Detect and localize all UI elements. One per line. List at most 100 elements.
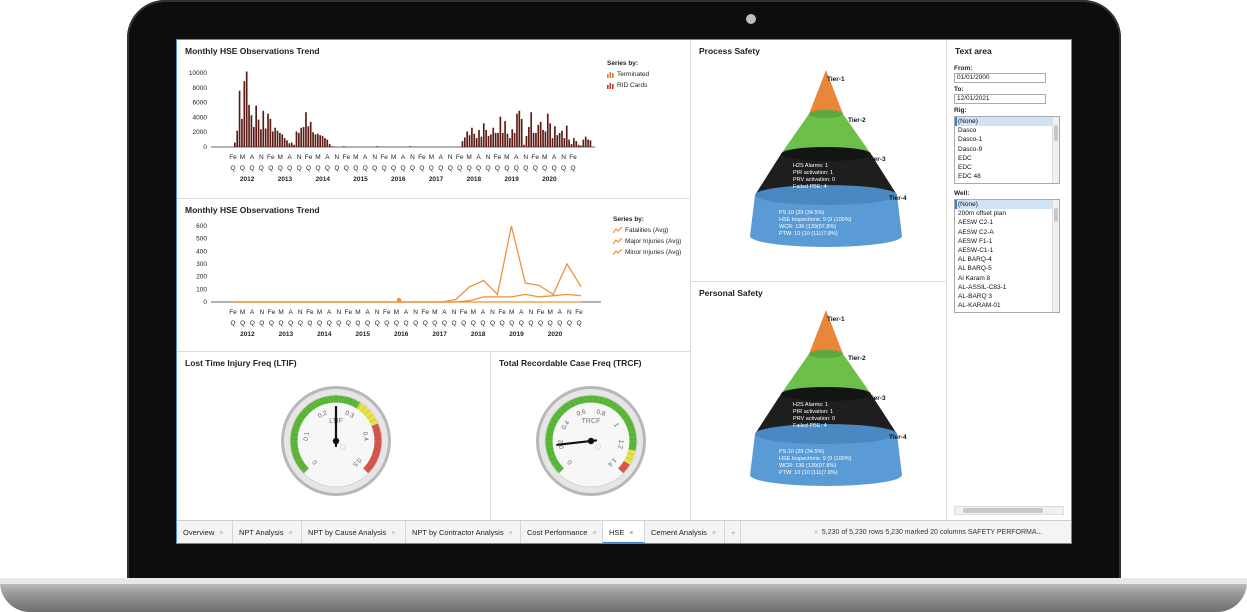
gauge-tick [551,418,558,423]
well-listbox[interactable]: (None) 200m offset plan AESW C2-1 AESW C… [954,199,1060,313]
legend-item-minor-injuries[interactable]: Minor Injuries (Avg) [613,249,681,256]
list-item[interactable]: EDC [958,154,972,162]
tab-npt-analysis[interactable]: NPT Analysis × [233,521,302,543]
list-item[interactable]: AESW C2-1 [958,219,994,227]
bar [295,131,298,147]
bar [257,119,260,147]
process-safety-pyramid[interactable]: Tier-1 Tier-2 Tier-3 Tier-4 H2S Alarms: … [691,40,946,280]
legend-item-rid-cards[interactable]: RID Cards [607,82,649,89]
injuries-legend[interactable]: Series by: Fatalities (Avg) Major Injuri… [613,216,681,260]
x-tick-label: Fe [456,154,464,161]
tier2-segment[interactable] [781,114,871,154]
tier3-segment[interactable] [755,394,897,434]
list-item[interactable]: AL-BARQ 3 [958,292,992,300]
rig-scrollbar[interactable] [1052,117,1059,183]
bar [556,135,559,147]
legend-item-major-injuries[interactable]: Major Injuries (Avg) [613,238,681,245]
legend-item-fatalities[interactable]: Fatalities (Avg) [613,227,681,234]
list-item[interactable]: 200m offset plan [958,210,1006,218]
bar [568,139,570,147]
close-icon[interactable]: × [288,530,293,537]
gauge-tick [575,398,579,406]
gauge-tick [608,400,612,408]
x-tick-label: N [529,309,534,316]
tier4-segment[interactable] [750,195,902,236]
bar [487,135,490,147]
bar [326,139,329,147]
x-tick-label: Q [570,165,575,172]
tier-label: Tier-3 [868,395,886,402]
x-tick-label: A [481,309,486,316]
tier3-detail: PIR activation: 1 [793,170,833,176]
list-item[interactable]: Dasco-1 [958,136,983,144]
scroll-thumb[interactable] [1054,125,1058,141]
rig-listbox[interactable]: (None) Dasco Dasco-1 Dasco-9 EDC EDC EDC… [954,116,1060,184]
close-icon[interactable]: × [508,530,513,537]
legend-item-terminated[interactable]: Terminated [607,71,649,78]
tab-overview[interactable]: Overview × [177,521,233,543]
tier1-segment[interactable] [809,70,843,114]
tab-cement-analysis[interactable]: Cement Analysis × [645,521,725,543]
close-icon[interactable]: × [592,530,597,537]
from-date-input[interactable]: 01/01/2000 [954,73,1046,83]
list-item[interactable]: Al Karam 8 [958,274,991,282]
scroll-thumb[interactable] [963,508,1043,513]
gauge-tick [293,452,300,456]
tab-npt-by-contractor[interactable]: NPT by Contractor Analysis × [406,521,521,543]
x-tick-label: Q [298,320,303,327]
list-item[interactable]: AESW F1-1 [958,237,993,245]
list-item[interactable]: EDC [958,163,972,171]
tier3-segment[interactable] [755,154,897,195]
x-tick-label: M [353,154,358,161]
from-label: From: [954,65,973,72]
tier4-segment[interactable] [750,434,902,475]
list-item[interactable]: Dasco [958,127,977,135]
bar [466,131,469,147]
x-tick-label: Q [240,320,245,327]
x-tick-label: M [547,309,552,316]
tier1-segment[interactable] [809,310,843,354]
horizontal-scrollbar[interactable] [954,506,1064,515]
well-scrollbar[interactable] [1052,200,1059,312]
bar [535,132,537,147]
gauge-center-ring [595,444,601,450]
to-date-input[interactable]: 12/01/2021 [954,94,1046,104]
x-tick-label: N [335,154,340,161]
y-tick-label: 300 [196,261,207,268]
year-label: 2020 [542,176,557,183]
list-item[interactable]: (None) [955,117,1059,127]
list-item[interactable]: (None) [955,200,1059,210]
expand-icon[interactable]: » [814,529,818,536]
list-item[interactable]: AESW C2-A [958,228,994,236]
tab-hse[interactable]: HSE × [603,521,645,543]
list-item[interactable]: AL BARQ-5 [958,265,992,273]
gauge-tick [580,397,583,405]
tab-npt-by-cause[interactable]: NPT by Cause Analysis × [302,521,406,543]
list-item[interactable]: AESW-C1-1 [958,246,994,254]
year-label: 2013 [278,176,293,183]
scroll-thumb[interactable] [1054,208,1058,222]
close-icon[interactable]: × [629,530,634,537]
bar [271,131,274,147]
close-icon[interactable]: × [711,530,716,537]
ltif-gauge[interactable]: 00.10.20.30.40.5LTIF [177,352,489,519]
observations-legend[interactable]: Series by: Terminated RID Cards [607,60,649,93]
tab-cost-performance[interactable]: Cost Performance × [521,521,603,543]
list-item[interactable]: AL-ASSIL-C83-1 [958,283,1007,291]
gauge-tick [356,403,362,410]
bar [565,125,568,147]
add-tab-button[interactable]: + [725,521,741,543]
tier2-segment[interactable] [781,354,871,394]
x-tick-label: M [432,309,437,316]
gauge-tick [559,467,565,473]
list-item[interactable]: AL-KARAM-01 [958,302,1001,310]
close-icon[interactable]: × [219,530,224,537]
personal-safety-pyramid[interactable]: Tier-1 Tier-2 Tier-3 Tier-4 H2S Alarms: … [691,282,946,520]
list-item[interactable]: AL BARQ-4 [958,256,992,264]
list-item[interactable]: EDC 48 [958,173,981,181]
list-item[interactable]: Dasco-9 [958,145,983,153]
close-icon[interactable]: × [391,530,396,537]
